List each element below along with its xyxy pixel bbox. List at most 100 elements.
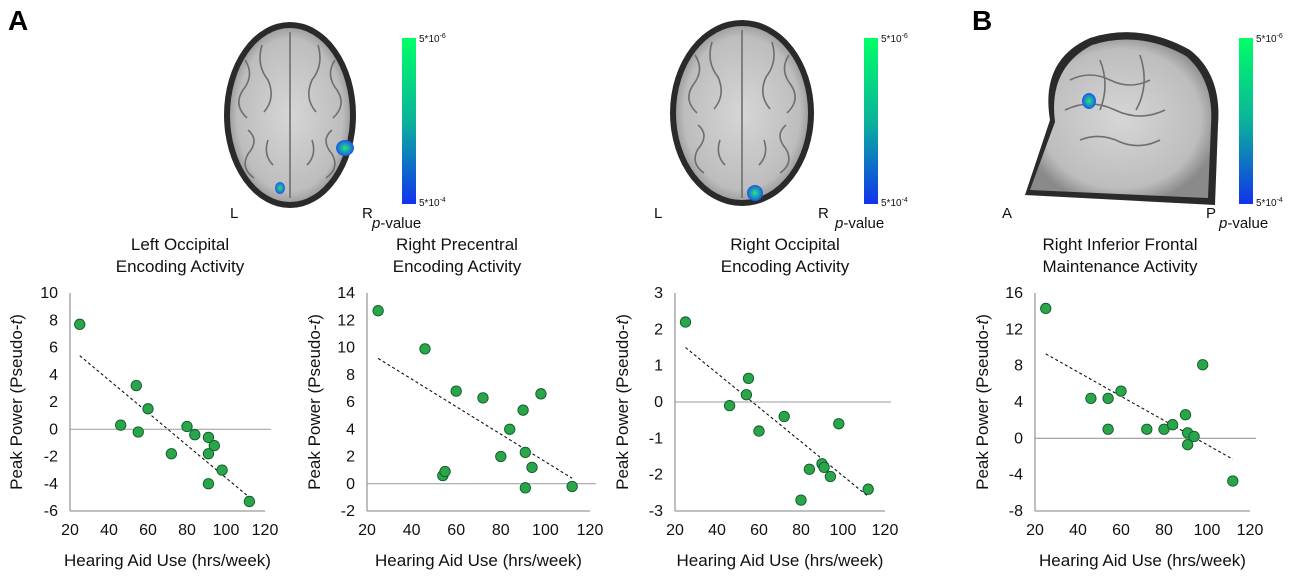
chart-title-line: Right Precentral [396, 235, 518, 254]
x-axis-title: Hearing Aid Use (hrs/week) [375, 551, 582, 570]
colorbar-1-top-label: 5*10-6 [419, 33, 446, 45]
y-tick-label: 6 [346, 394, 355, 411]
data-point [142, 403, 154, 415]
y-tick-label: 3 [654, 285, 663, 302]
data-point [419, 343, 431, 355]
data-point [1102, 423, 1114, 435]
data-point [740, 389, 753, 401]
data-point [450, 385, 462, 397]
data-point [723, 399, 736, 412]
chart-title-line: Right Occipital [730, 235, 840, 254]
brain-1-pvalue-label: p-value [371, 215, 421, 232]
y-tick-label: -8 [1009, 503, 1023, 520]
y-tick-label: 0 [49, 421, 58, 438]
scatter-right-inferior-frontal: Right Inferior Frontal Maintenance Activi… [973, 235, 1263, 570]
data-point [517, 404, 529, 416]
brain-2-left-label: L [654, 205, 662, 222]
x-tick-label: 20 [1026, 522, 1044, 539]
data-point [372, 305, 384, 317]
x-axis-title: Hearing Aid Use (hrs/week) [677, 551, 884, 570]
brain-image-sagittal [1025, 32, 1219, 205]
data-point [202, 448, 215, 460]
y-axis-title: Peak Power (Pseudo-t) [613, 314, 632, 490]
scatter-right-precentral: Right Precentral Encoding Activity -2 0 2 4 6 8… [305, 235, 603, 570]
colorbar-2-top-label: 5*10-6 [881, 33, 908, 45]
data-point [202, 478, 215, 490]
y-tick-label: 8 [346, 367, 355, 384]
brain-1-left-label: L [230, 205, 238, 222]
y-axis-title: Peak Power (Pseudo-t) [973, 314, 992, 490]
data-point [519, 446, 531, 459]
data-point [519, 482, 531, 494]
data-point [795, 494, 807, 506]
y-tick-label: -1 [649, 430, 663, 447]
data-point [1166, 419, 1179, 431]
y-tick-label: -2 [44, 449, 58, 466]
x-tick-label: 120 [1237, 522, 1264, 539]
y-tick-label: 12 [1005, 321, 1023, 338]
brain-2-pvalue-label: p-value [834, 215, 884, 232]
x-tick-label: 100 [213, 522, 240, 539]
data-point [753, 425, 765, 437]
panel-label-b: B [972, 5, 992, 36]
y-tick-label: 10 [337, 340, 355, 357]
y-tick-label: -4 [1009, 467, 1023, 484]
colorbar-2-bottom-label: 5*10-4 [881, 197, 908, 209]
x-tick-label: 40 [100, 522, 118, 539]
brain-1-right-label: R [362, 205, 373, 222]
x-tick-label: 80 [792, 522, 810, 539]
y-tick-label: 0 [346, 476, 355, 493]
x-tick-label: 60 [1112, 522, 1130, 539]
data-point [824, 470, 837, 483]
x-tick-label: 80 [178, 522, 196, 539]
x-axis-title: Hearing Aid Use (hrs/week) [1039, 551, 1246, 570]
chart-title-line: Right Inferior Frontal [1043, 235, 1198, 254]
x-tick-label: 60 [750, 522, 768, 539]
data-point [208, 439, 220, 452]
y-tick-label: 8 [49, 312, 58, 329]
x-tick-label: 100 [532, 522, 559, 539]
x-tick-label: 120 [252, 522, 279, 539]
y-tick-label: 0 [1014, 430, 1023, 447]
data-point [1115, 385, 1127, 397]
data-point [202, 431, 215, 444]
y-tick-label: -2 [649, 467, 663, 484]
data-point [74, 318, 86, 330]
y-tick-label: -6 [44, 503, 58, 520]
data-point [526, 461, 538, 474]
data-point [477, 392, 489, 404]
colorbar-2: 5*10-6 5*10-4 [864, 33, 908, 209]
data-point [189, 429, 201, 441]
y-tick-label: 2 [49, 394, 58, 411]
y-tick-label: -3 [649, 503, 663, 520]
y-tick-label: 14 [337, 285, 355, 302]
data-point [130, 379, 142, 392]
colorbar-3-top-label: 5*10-6 [1256, 33, 1283, 45]
data-point [1085, 392, 1097, 405]
y-tick-label: 0 [654, 394, 663, 411]
x-tick-label: 40 [708, 522, 726, 539]
colorbar-1: 5*10-6 5*10-4 [402, 33, 446, 209]
brain-image-axial-left [224, 22, 356, 208]
x-tick-label: 20 [666, 522, 684, 539]
chart-title-line: Encoding Activity [393, 257, 522, 276]
panel-label-a: A [8, 5, 28, 36]
y-axis-title: Peak Power (Pseudo-t) [7, 314, 26, 490]
data-point [1158, 423, 1170, 435]
data-point [1141, 423, 1153, 435]
y-tick-label: 2 [346, 449, 355, 466]
brain-3-left-label: A [1002, 205, 1012, 222]
chart-title-line: Encoding Activity [721, 257, 850, 276]
data-point [1040, 302, 1052, 315]
y-tick-label: 12 [337, 312, 355, 329]
scatter-right-occipital: Right Occipital Encoding Activity -3 -2 -1 0 1… [613, 235, 898, 570]
data-point [818, 461, 830, 474]
y-tick-label: 10 [40, 285, 58, 302]
data-point [165, 448, 178, 460]
x-tick-label: 120 [872, 522, 899, 539]
x-tick-label: 80 [1155, 522, 1173, 539]
y-tick-label: 4 [1014, 394, 1023, 411]
data-point [504, 423, 516, 435]
brain-3-pvalue-label: p-value [1218, 215, 1268, 232]
